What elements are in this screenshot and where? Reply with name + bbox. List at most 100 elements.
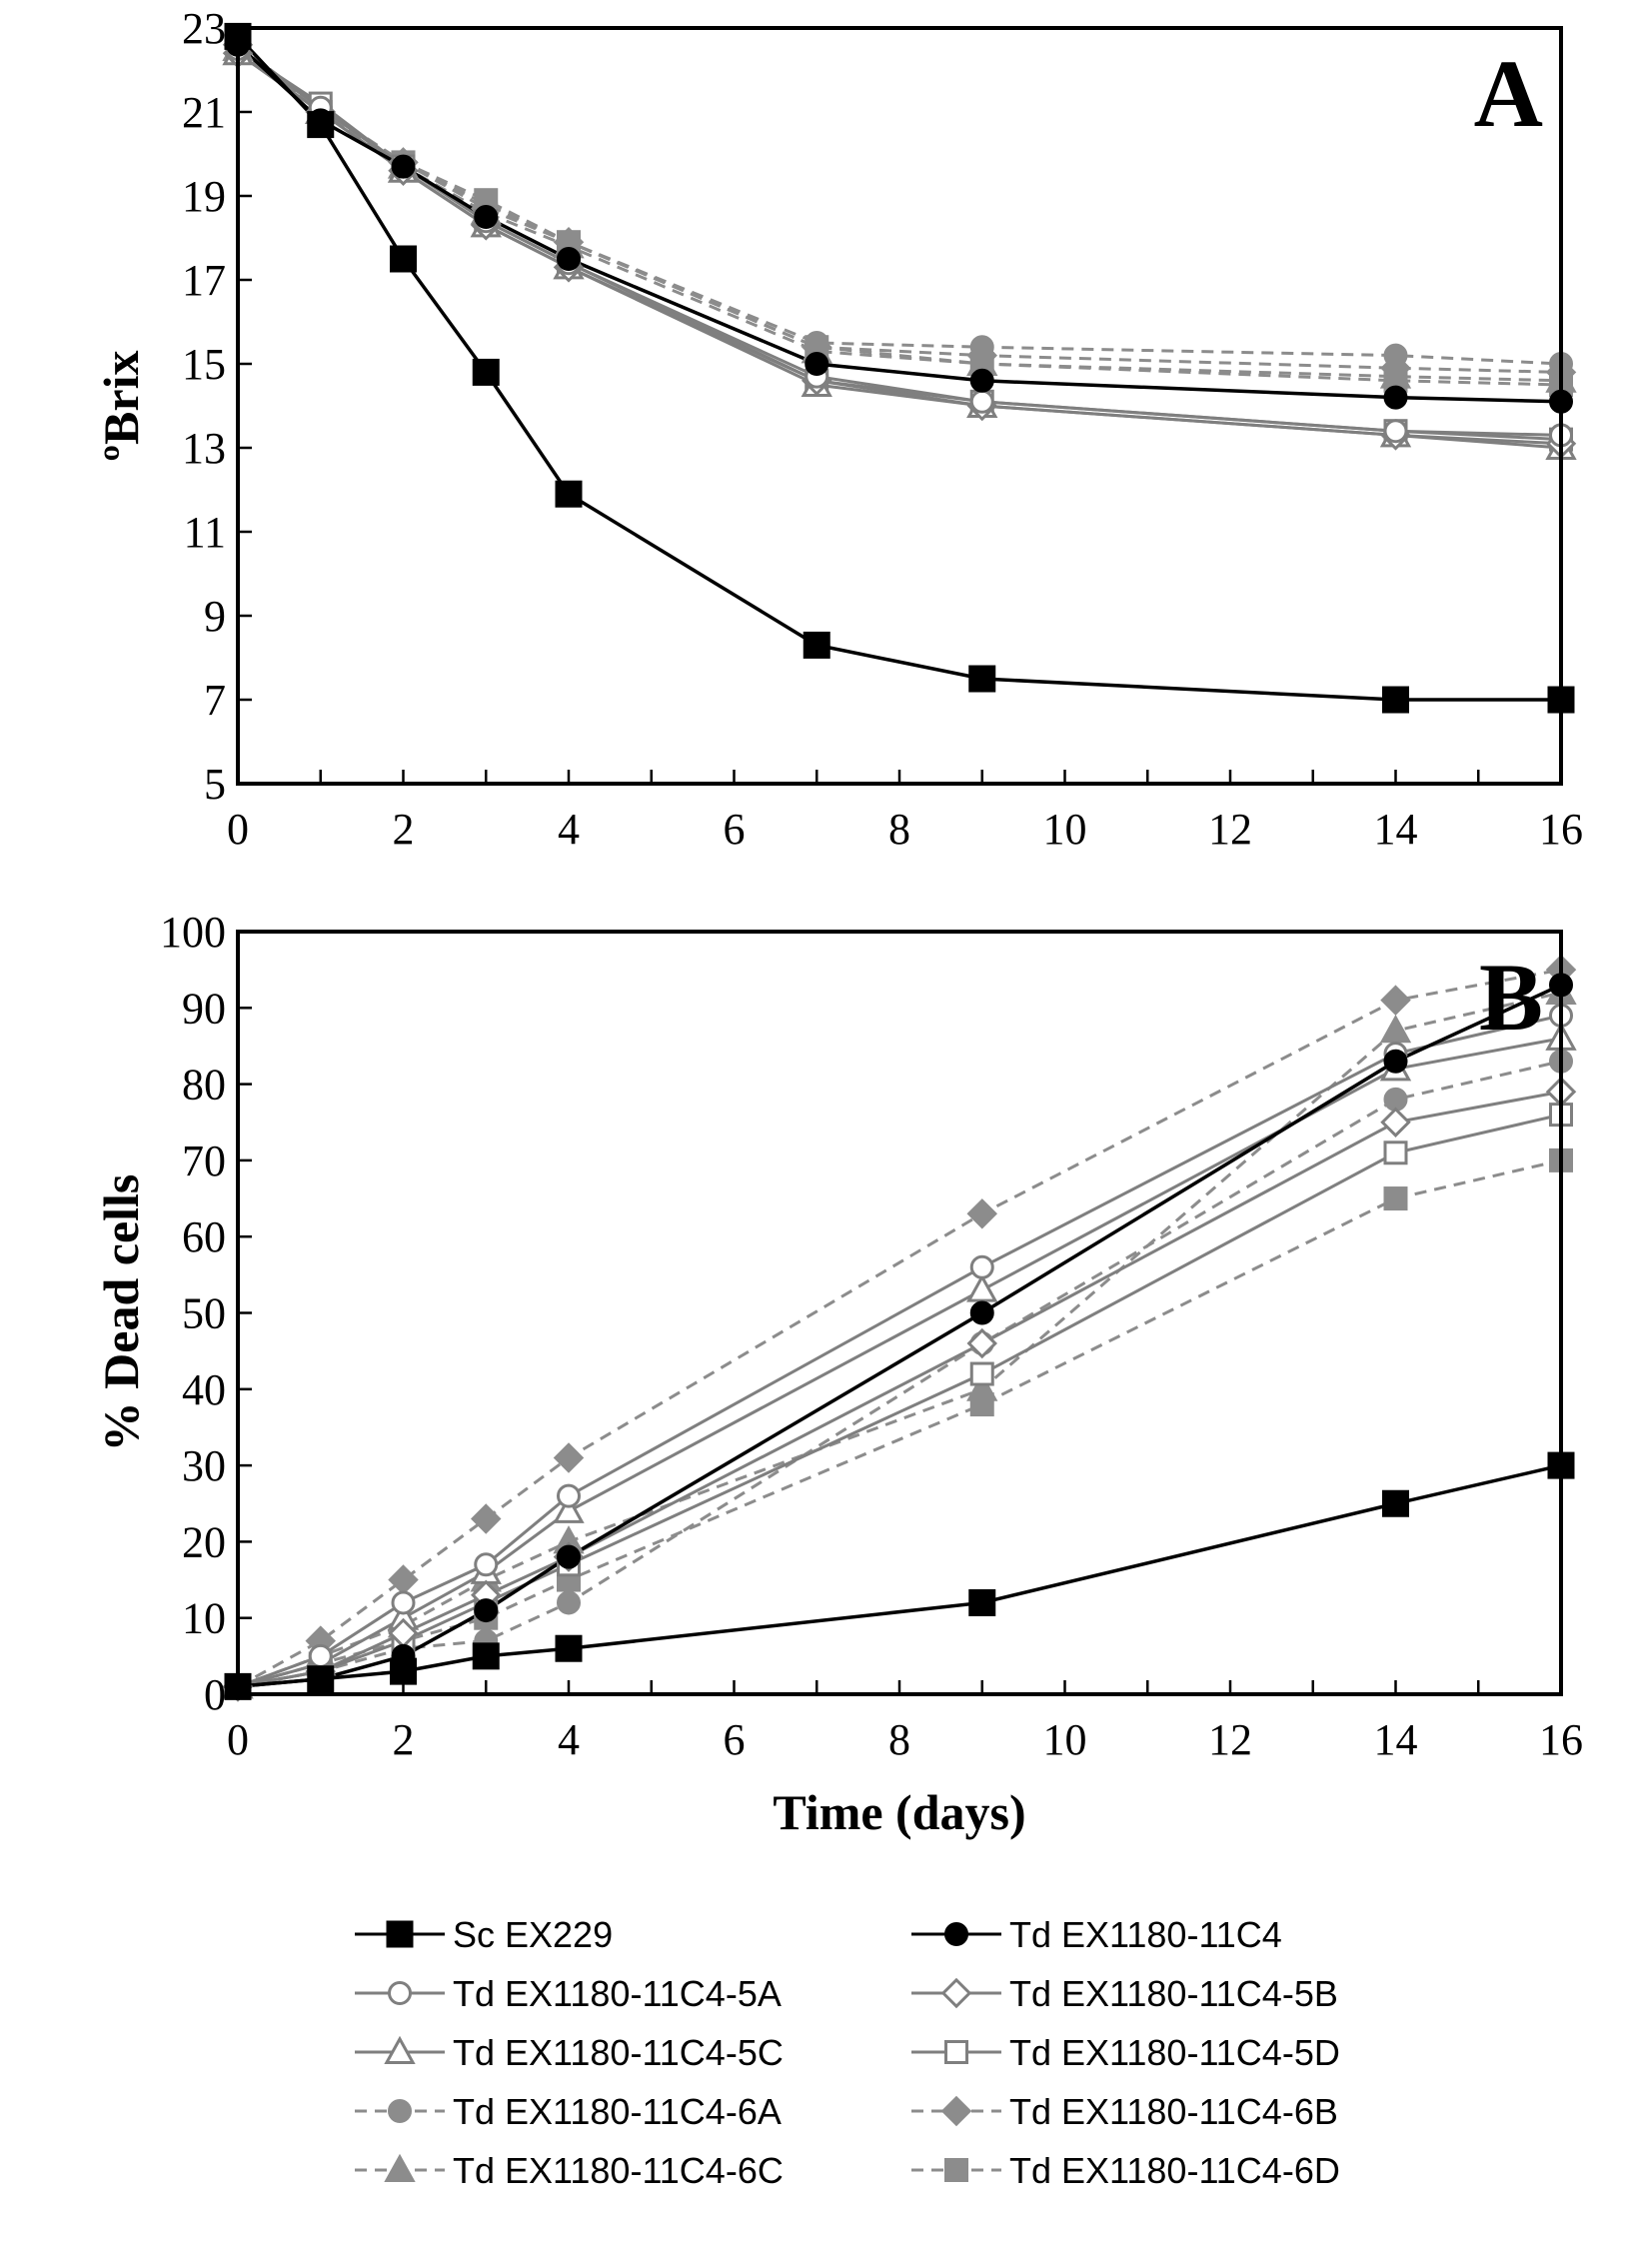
data-point-td-ex1180-11c4-4 (557, 247, 581, 271)
x-tick-label: 0 (227, 1715, 249, 1764)
data-point-sc-ex229-6 (968, 665, 996, 693)
data-point-td-ex1180-11c4-5a-7 (1383, 419, 1408, 444)
legend-item-td-ex1180-11c4-5a: Td EX1180-11C4-5A (355, 1973, 782, 2014)
data-point-td-ex1180-11c4-5a-2 (391, 1590, 416, 1615)
y-tick-label: 50 (182, 1289, 226, 1338)
x-tick-label: 8 (888, 805, 910, 854)
panel-label: A (1474, 40, 1543, 147)
legend-item-sc-ex229: Sc EX229 (355, 1914, 613, 1955)
data-point-td-ex1180-11c4-5a-1 (308, 1643, 333, 1668)
data-point-td-ex1180-11c4-5a-4 (557, 1483, 581, 1508)
x-tick-label: 0 (227, 805, 249, 854)
y-axis-title: ºBrix (93, 351, 149, 462)
x-tick-label: 14 (1374, 1715, 1418, 1764)
data-point-sc-ex229-6 (1382, 1489, 1409, 1517)
series-line-td-ex1180-11c4-6b (237, 43, 1562, 374)
y-tick-label: 100 (160, 908, 226, 957)
data-point-td-ex1180-11c4-6a-6 (1383, 1087, 1408, 1112)
y-tick-label: 60 (182, 1212, 226, 1261)
legend-marker (944, 2040, 968, 2064)
data-point-td-ex1180-11c4-6b-5 (966, 1198, 997, 1229)
legend-item-td-ex1180-11c4-6d: Td EX1180-11C4-6D (911, 2150, 1340, 2191)
legend-label: Td EX1180-11C4-6B (1009, 2091, 1338, 2132)
data-point-td-ex1180-11c4-6 (1383, 1049, 1408, 1074)
y-tick-label: 23 (182, 4, 226, 53)
data-point-td-ex1180-11c4-6b-2 (388, 1564, 419, 1595)
data-point-sc-ex229-2 (390, 1657, 417, 1685)
data-point-td-ex1180-11c4-6b-6 (1380, 985, 1411, 1016)
x-tick-label: 2 (393, 805, 415, 854)
data-point-td-ex1180-11c4-5 (969, 1300, 994, 1325)
legend-item-td-ex1180-11c4-6a: Td EX1180-11C4-6A (355, 2091, 782, 2132)
y-tick-label: 5 (204, 760, 226, 809)
x-tick-label: 10 (1043, 805, 1087, 854)
series-line-td-ex1180-11c4-6d (237, 43, 1562, 387)
legend: Sc EX229 Td EX1180-11C4 Td EX1180-11C4-5A T… (355, 1914, 1340, 2191)
y-tick-label: 19 (182, 172, 226, 221)
data-point-td-ex1180-11c4-6a-6 (969, 335, 994, 360)
legend-label: Td EX1180-11C4-5B (1009, 1973, 1338, 2014)
legend-marker (940, 2095, 972, 2127)
data-point-td-ex1180-11c4-6a-4 (557, 1590, 581, 1615)
data-point-sc-ex229-3 (472, 358, 500, 386)
legend-marker (386, 1920, 414, 1948)
x-tick-label: 4 (558, 1715, 580, 1764)
series-line-td-ex1180-11c4-6c (237, 991, 1562, 1688)
data-point-td-ex1180-11c4-6c-5 (966, 1372, 998, 1401)
legend-marker (944, 2158, 968, 2182)
data-point-td-ex1180-11c4-3 (474, 1598, 499, 1623)
data-point-td-ex1180-11c4-5c-5 (966, 1273, 998, 1302)
panel-label: B (1479, 944, 1543, 1051)
x-tick-label: 14 (1374, 805, 1418, 854)
legend-marker (388, 1981, 412, 2005)
y-axis-title: % Dead cells (93, 1174, 149, 1452)
y-tick-label: 20 (182, 1517, 226, 1566)
legend-item-td-ex1180-11c4: Td EX1180-11C4 (911, 1914, 1282, 1955)
y-tick-label: 9 (204, 592, 226, 641)
data-point-td-ex1180-11c4-6a-7 (1383, 343, 1408, 368)
data-point-td-ex1180-11c4-6a-5 (805, 331, 829, 355)
x-tick-label: 16 (1539, 805, 1583, 854)
y-tick-label: 7 (204, 676, 226, 725)
legend-marker (388, 2099, 412, 2123)
data-point-td-ex1180-11c4-6b-3 (471, 1503, 502, 1534)
y-tick-label: 11 (184, 508, 226, 557)
data-point-td-ex1180-11c4-7 (1383, 385, 1408, 410)
y-tick-label: 90 (182, 984, 226, 1033)
x-tick-label: 16 (1539, 1715, 1583, 1764)
data-point-sc-ex229-2 (390, 245, 417, 273)
series-line-td-ex1180-11c4-5a (237, 47, 1562, 437)
data-point-td-ex1180-11c4-5a-6 (969, 389, 994, 414)
data-point-sc-ex229-5 (968, 1588, 996, 1616)
data-point-sc-ex229-4 (555, 1634, 583, 1662)
legend-label: Td EX1180-11C4 (1009, 1914, 1282, 1955)
legend-label: Td EX1180-11C4-5C (453, 2032, 784, 2073)
data-point-td-ex1180-11c4-5d-5 (969, 1361, 994, 1386)
legend-label: Td EX1180-11C4-5A (453, 1973, 782, 2014)
y-tick-label: 21 (182, 88, 226, 137)
series-line-td-ex1180-11c4-5b (237, 51, 1562, 446)
data-point-sc-ex229-1 (307, 111, 335, 139)
data-point-td-ex1180-11c4-5a-3 (474, 1552, 499, 1577)
series-line-td-ex1180-11c4-6a (237, 1060, 1562, 1688)
legend-item-td-ex1180-11c4-5b: Td EX1180-11C4-5B (911, 1973, 1338, 2014)
data-point-td-ex1180-11c4-4 (557, 1544, 581, 1569)
legend-label: Td EX1180-11C4-6A (453, 2091, 782, 2132)
series-line-td-ex1180-11c4-6b (237, 968, 1562, 1688)
legend-label: Td EX1180-11C4-5D (1009, 2032, 1340, 2073)
y-tick-label: 10 (182, 1594, 226, 1643)
data-point-td-ex1180-11c4-5c-4 (553, 1494, 585, 1523)
series-line-td-ex1180-11c4-6d (237, 1158, 1562, 1688)
legend-item-td-ex1180-11c4-5d: Td EX1180-11C4-5D (911, 2032, 1340, 2073)
data-point-sc-ex229-5 (803, 631, 830, 659)
x-tick-label: 2 (393, 1715, 415, 1764)
data-point-td-ex1180-11c4-6c-6 (1379, 1014, 1412, 1044)
legend-item-td-ex1180-11c4-6c: Td EX1180-11C4-6C (355, 2150, 784, 2191)
y-tick-label: 70 (182, 1136, 226, 1185)
legend-label: Td EX1180-11C4-6D (1009, 2150, 1340, 2191)
y-tick-label: 0 (204, 1670, 226, 1719)
series-line-td-ex1180-11c4-5a (237, 1014, 1562, 1688)
plot-frame (236, 26, 1563, 786)
x-tick-label: 4 (558, 805, 580, 854)
legend-marker (940, 1977, 972, 2009)
